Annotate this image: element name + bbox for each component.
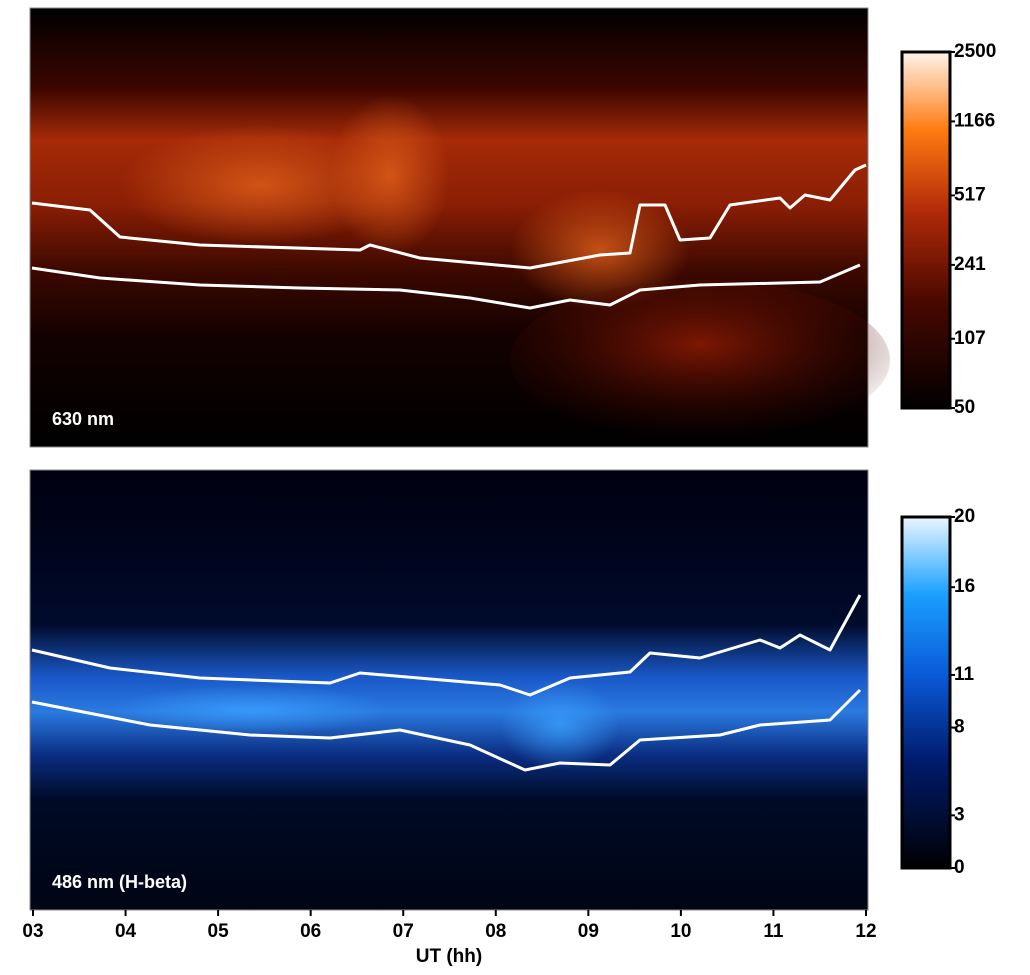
- colorbar-tick-label: 20: [954, 506, 975, 527]
- heatmap-630: [29, 7, 890, 448]
- panel-label: 630 nm: [52, 409, 114, 429]
- x-tick-label: 11: [763, 921, 784, 942]
- colorbar-tick-label: 2500: [954, 41, 996, 62]
- colorbar-tick-label: 3: [954, 804, 965, 825]
- colorbar: [900, 515, 952, 870]
- x-tick-label: 06: [300, 921, 321, 942]
- x-axis-label: UT (hh): [416, 946, 482, 967]
- x-tick-label: 12: [855, 921, 876, 942]
- colorbar-tick-label: 11: [954, 664, 975, 685]
- colorbar: [900, 50, 952, 410]
- colorbar-tick-label: 16: [954, 576, 975, 597]
- x-tick-label: 09: [578, 921, 599, 942]
- colorbar-tick-label: 0: [954, 857, 965, 878]
- x-tick-label: 05: [208, 921, 230, 942]
- colorbar-tick-label: 517: [954, 184, 986, 205]
- x-tick-label: 03: [22, 921, 43, 942]
- colorbar-tick-label: 241: [954, 254, 986, 275]
- x-tick-label: 10: [670, 921, 691, 942]
- x-tick-label: 04: [115, 921, 137, 942]
- x-tick-label: 08: [485, 921, 506, 942]
- colorbar-tick-label: 1166: [954, 110, 995, 131]
- panel-label: 486 nm (H-beta): [52, 872, 187, 892]
- colorbar-tick-label: 107: [954, 328, 986, 349]
- x-tick-label: 07: [393, 921, 414, 942]
- colorbar-tick-label: 50: [954, 397, 975, 418]
- colorbar-tick-label: 8: [954, 717, 965, 738]
- heatmap-486: [29, 469, 869, 911]
